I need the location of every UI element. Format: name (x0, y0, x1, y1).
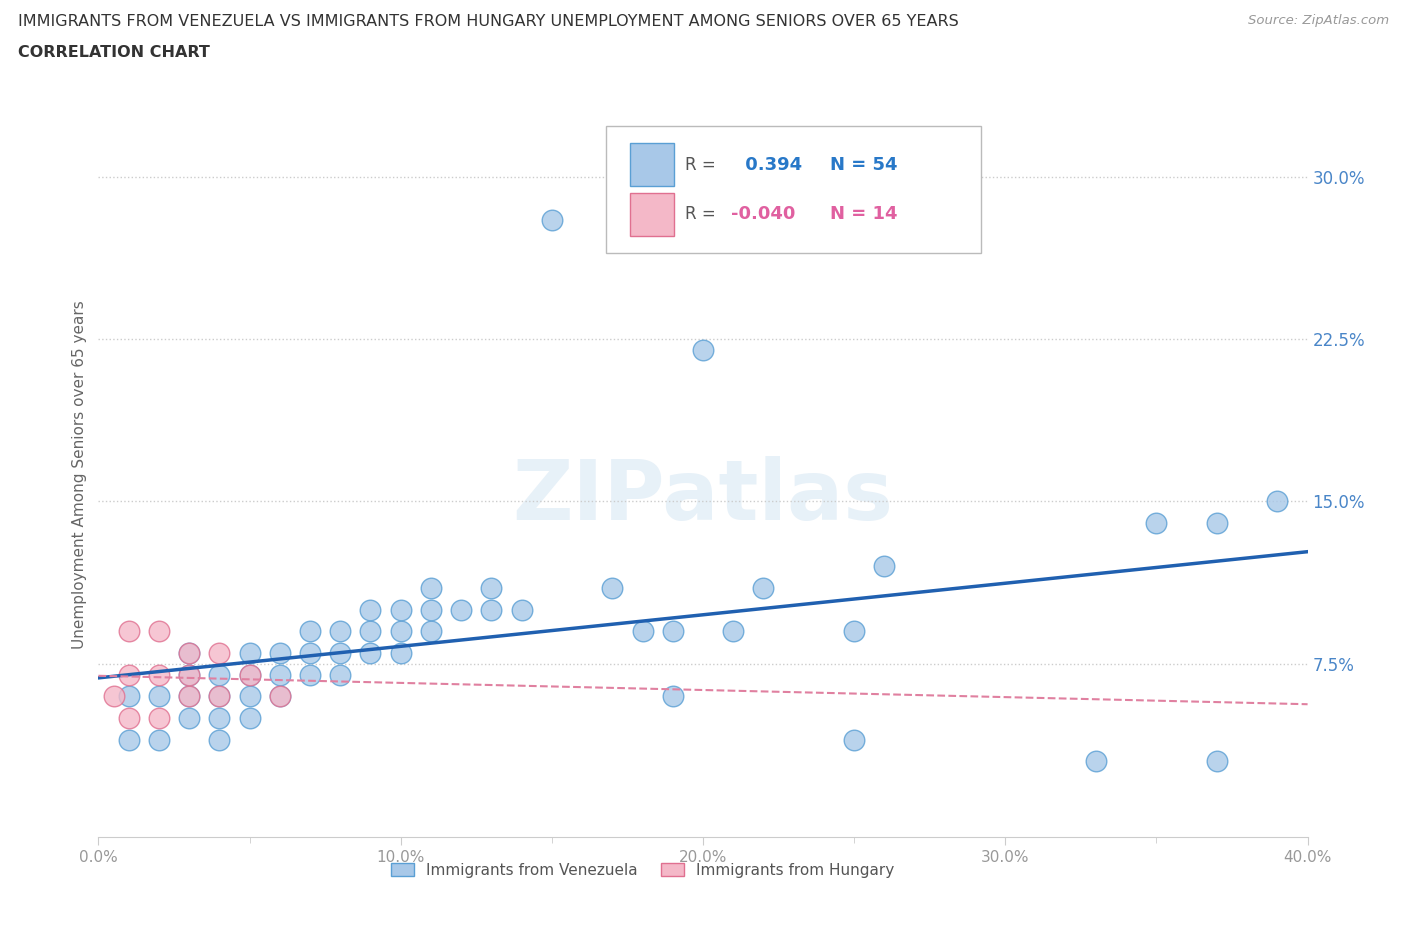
Point (420, 624, 443, 639)
Point (179, 711, 201, 725)
Point (103, 689, 125, 704)
Point (450, 603, 472, 618)
Point (299, 624, 322, 639)
Point (389, 624, 412, 639)
Point (389, 645, 412, 660)
Point (631, 624, 654, 639)
Text: R =: R = (685, 156, 716, 174)
Point (844, 624, 866, 639)
FancyBboxPatch shape (630, 193, 673, 235)
Point (692, 342, 714, 357)
Point (360, 624, 382, 639)
Point (1206, 515, 1229, 530)
Point (118, 711, 141, 725)
Point (602, 580, 624, 595)
Point (208, 667, 231, 682)
Point (1206, 754, 1229, 769)
Text: N = 14: N = 14 (830, 206, 897, 223)
Point (723, 624, 745, 639)
Point (1144, 515, 1167, 530)
Point (239, 711, 262, 725)
Point (179, 645, 201, 660)
FancyBboxPatch shape (630, 143, 673, 186)
Point (269, 689, 291, 704)
Text: IMMIGRANTS FROM VENEZUELA VS IMMIGRANTS FROM HUNGARY UNEMPLOYMENT AMONG SENIORS : IMMIGRANTS FROM VENEZUELA VS IMMIGRANTS … (18, 14, 959, 29)
Point (420, 580, 443, 595)
Point (179, 689, 201, 704)
Point (179, 667, 201, 682)
Point (1267, 494, 1289, 509)
Point (179, 645, 201, 660)
Point (179, 689, 201, 704)
Point (239, 667, 262, 682)
Point (179, 667, 201, 682)
Point (661, 624, 683, 639)
Point (208, 711, 231, 725)
Point (389, 603, 412, 618)
Point (510, 603, 533, 618)
Point (299, 645, 322, 660)
Point (1085, 754, 1108, 769)
Text: ZIPatlas: ZIPatlas (513, 456, 893, 537)
Point (481, 580, 503, 595)
Text: -0.040: -0.040 (731, 206, 796, 223)
Text: N = 54: N = 54 (830, 156, 897, 174)
Point (360, 603, 382, 618)
Point (329, 624, 352, 639)
Point (239, 689, 262, 704)
Point (118, 624, 141, 639)
Point (208, 645, 231, 660)
Point (540, 212, 562, 227)
Text: CORRELATION CHART: CORRELATION CHART (18, 45, 209, 60)
Point (148, 689, 170, 704)
Point (118, 732, 141, 747)
Point (148, 667, 170, 682)
Point (269, 645, 291, 660)
Point (481, 603, 503, 618)
Point (329, 667, 352, 682)
Y-axis label: Unemployment Among Seniors over 65 years: Unemployment Among Seniors over 65 years (72, 300, 87, 649)
Point (239, 667, 262, 682)
Point (752, 580, 775, 595)
Point (208, 689, 231, 704)
Point (208, 732, 231, 747)
Point (299, 667, 322, 682)
Point (661, 689, 683, 704)
Point (329, 645, 352, 660)
Point (269, 689, 291, 704)
Point (360, 645, 382, 660)
Point (873, 559, 896, 574)
Legend: Immigrants from Venezuela, Immigrants from Hungary: Immigrants from Venezuela, Immigrants fr… (385, 857, 900, 884)
Point (148, 711, 170, 725)
Point (239, 645, 262, 660)
Point (208, 689, 231, 704)
Text: R =: R = (685, 206, 716, 223)
Text: 0.394: 0.394 (740, 156, 803, 174)
Point (148, 624, 170, 639)
Text: Source: ZipAtlas.com: Source: ZipAtlas.com (1249, 14, 1389, 27)
Point (844, 732, 866, 747)
Point (269, 667, 291, 682)
FancyBboxPatch shape (606, 126, 981, 253)
Point (118, 689, 141, 704)
Point (118, 667, 141, 682)
Point (420, 603, 443, 618)
Point (148, 732, 170, 747)
